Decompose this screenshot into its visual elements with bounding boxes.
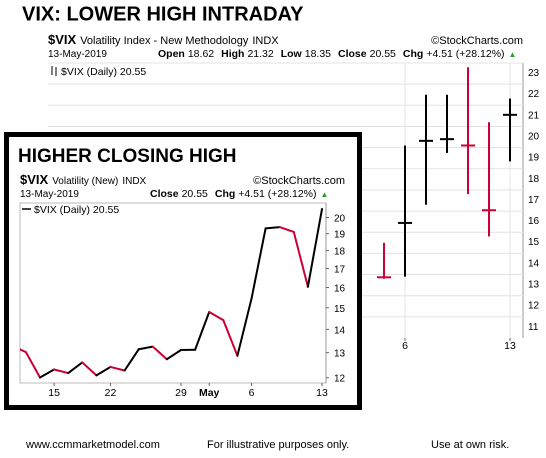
y-tick-label: 16 xyxy=(528,216,540,227)
line-segment xyxy=(194,310,211,351)
text-part: Low xyxy=(281,48,303,60)
x-tick-label: 22 xyxy=(105,387,117,399)
line-segment xyxy=(24,351,41,379)
inset-frame xyxy=(4,132,362,410)
text-part: High xyxy=(221,48,244,60)
line-segment xyxy=(250,227,267,300)
text-part: 18.35 xyxy=(305,48,331,60)
footer-text: Use at own risk. xyxy=(431,439,509,451)
source: ©StockCharts.com xyxy=(431,35,523,47)
text-part: Close xyxy=(338,48,367,60)
text-part: Open xyxy=(158,48,185,60)
chart-header: $VIX Volatility Index - New Methodology IN… xyxy=(48,32,279,47)
footer-text: www.ccmmarketmodel.com xyxy=(25,439,160,451)
y-tick-label: 19 xyxy=(528,153,540,164)
text-part: 21.32 xyxy=(247,48,273,60)
legend-label: $VIX (Daily) 20.55 xyxy=(61,66,146,78)
quote: Open 18.62 High 21.32 Low 18.35 Close 20.55 Chg +… xyxy=(158,48,516,60)
date: 13-May-2019 xyxy=(48,49,107,60)
text-part: ▲ xyxy=(321,190,329,199)
y-tick-label: 18 xyxy=(528,174,540,185)
line-segment xyxy=(264,226,281,230)
text-part: Chg xyxy=(215,188,235,200)
line-segment xyxy=(53,368,70,375)
text-part: INDX xyxy=(252,35,279,47)
text-part: $VIX xyxy=(48,32,77,47)
chart-title: VIX: LOWER HIGH INTRADAY xyxy=(22,3,304,25)
x-tick-label: 29 xyxy=(175,387,187,399)
line-segment xyxy=(236,297,253,357)
y-tick-label: 20 xyxy=(334,214,346,225)
line-segment xyxy=(165,348,182,361)
footer-text: For illustrative purposes only. xyxy=(207,439,349,451)
text-part: ▲ xyxy=(509,50,517,59)
line-segment xyxy=(95,365,112,377)
x-tick-label: May xyxy=(199,387,220,399)
source: ©StockCharts.com xyxy=(253,175,345,187)
chart-title: HIGHER CLOSING HIGH xyxy=(18,146,237,167)
text-part: $VIX xyxy=(20,172,49,187)
x-tick-label: 6 xyxy=(402,340,408,352)
series xyxy=(20,208,323,379)
text-part: Volatility Index - New Methodology xyxy=(80,35,249,47)
text-part: Close xyxy=(150,188,179,200)
y-tick-label: 22 xyxy=(528,89,540,100)
chart-header: $VIX Volatility (New) INDX xyxy=(20,172,147,187)
line-segment xyxy=(67,361,84,375)
line-segment xyxy=(20,348,27,354)
y-tick-label: 11 xyxy=(528,322,539,333)
quote: Close 20.55 Chg +4.51 (+28.12%) ▲ xyxy=(150,188,328,200)
legend-label: $VIX (Daily) 20.55 xyxy=(34,204,119,216)
line-segment xyxy=(81,361,98,377)
y-tick-label: 12 xyxy=(334,374,346,385)
line-segment xyxy=(151,345,168,361)
y-tick-label: 15 xyxy=(334,304,346,315)
y-tick-label: 16 xyxy=(334,284,346,295)
text-part: INDX xyxy=(122,176,146,187)
y-tick-label: 13 xyxy=(528,280,540,291)
x-tick-label: 15 xyxy=(48,387,60,399)
y-tick-label: 18 xyxy=(334,247,346,258)
y-tick-label: 14 xyxy=(528,258,540,269)
y-tick-label: 15 xyxy=(528,237,540,248)
text-part: +4.51 (+28.12%) xyxy=(426,48,504,60)
text-part: 20.55 xyxy=(182,188,208,200)
y-tick-label: 19 xyxy=(334,230,346,241)
text-part: Volatility (New) xyxy=(52,176,118,187)
y-tick-label: 21 xyxy=(528,110,540,121)
y-tick-label: 23 xyxy=(528,68,540,79)
line-segment xyxy=(137,345,154,351)
line-segment xyxy=(109,365,126,372)
text-part: +4.51 (+28.12%) xyxy=(238,188,316,200)
x-tick-label: 6 xyxy=(249,387,255,399)
line-segment xyxy=(292,230,309,288)
line-segment xyxy=(306,208,323,288)
text-part: Chg xyxy=(403,48,423,60)
y-tick-label: 17 xyxy=(334,265,346,276)
x-tick-label: 13 xyxy=(316,387,328,399)
line-segment xyxy=(222,319,239,357)
date: 13-May-2019 xyxy=(20,189,79,200)
y-tick-label: 17 xyxy=(528,195,540,206)
y-tick-label: 13 xyxy=(334,349,346,360)
line-segment xyxy=(278,226,295,233)
line-segment xyxy=(123,348,140,372)
line-segment xyxy=(208,310,225,322)
text-part: 20.55 xyxy=(370,48,396,60)
y-tick-label: 14 xyxy=(334,325,346,336)
text-part: 18.62 xyxy=(188,48,214,60)
line-segment xyxy=(39,368,56,379)
x-tick-label: 13 xyxy=(504,340,516,352)
y-tick-label: 12 xyxy=(528,301,540,312)
y-tick-label: 20 xyxy=(528,131,540,142)
